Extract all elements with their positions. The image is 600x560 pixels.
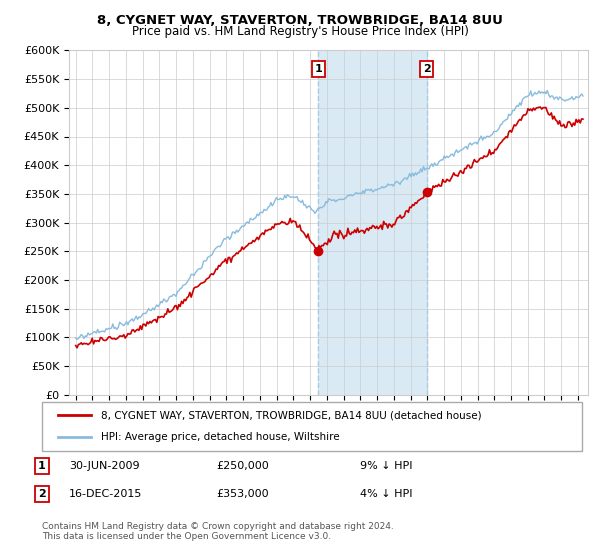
Text: 9% ↓ HPI: 9% ↓ HPI: [360, 461, 413, 471]
Text: Contains HM Land Registry data © Crown copyright and database right 2024.
This d: Contains HM Land Registry data © Crown c…: [42, 522, 394, 542]
Text: £353,000: £353,000: [216, 489, 269, 499]
Text: HPI: Average price, detached house, Wiltshire: HPI: Average price, detached house, Wilt…: [101, 432, 340, 442]
FancyBboxPatch shape: [42, 402, 582, 451]
Bar: [319, 50, 427, 395]
Text: 1: 1: [314, 64, 322, 74]
Text: £250,000: £250,000: [216, 461, 269, 471]
Text: 4% ↓ HPI: 4% ↓ HPI: [360, 489, 413, 499]
Text: 30-JUN-2009: 30-JUN-2009: [69, 461, 140, 471]
Text: 8, CYGNET WAY, STAVERTON, TROWBRIDGE, BA14 8UU: 8, CYGNET WAY, STAVERTON, TROWBRIDGE, BA…: [97, 14, 503, 27]
Text: 8, CYGNET WAY, STAVERTON, TROWBRIDGE, BA14 8UU (detached house): 8, CYGNET WAY, STAVERTON, TROWBRIDGE, BA…: [101, 410, 482, 421]
Text: 1: 1: [38, 461, 46, 471]
Text: 2: 2: [38, 489, 46, 499]
Text: 2: 2: [423, 64, 430, 74]
Text: 16-DEC-2015: 16-DEC-2015: [69, 489, 142, 499]
Text: Price paid vs. HM Land Registry's House Price Index (HPI): Price paid vs. HM Land Registry's House …: [131, 25, 469, 38]
